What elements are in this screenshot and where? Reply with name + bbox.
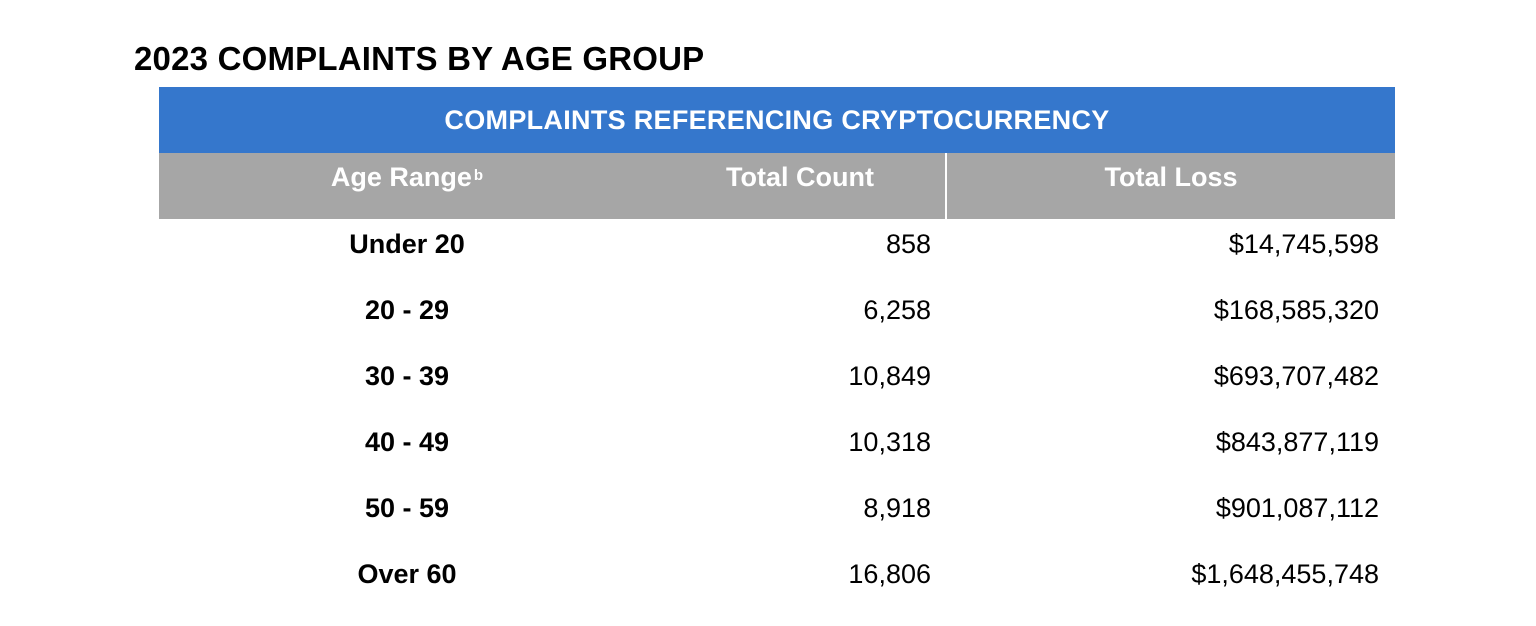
table-row: Under 20 858 $14,745,598 bbox=[159, 219, 1395, 285]
column-header-label: Total Count bbox=[726, 161, 874, 192]
age-range-cell: 50 - 59 bbox=[364, 493, 450, 523]
age-range-cell: 30 - 39 bbox=[364, 361, 450, 391]
complaints-table: COMPLAINTS REFERENCING CRYPTOCURRENCY Ag… bbox=[159, 87, 1395, 615]
table-row: 20 - 29 6,258 $168,585,320 bbox=[159, 285, 1395, 351]
total-loss-cell: $901,087,112 bbox=[1215, 493, 1379, 523]
total-loss-cell: $168,585,320 bbox=[1213, 295, 1379, 325]
column-header-label: Total Loss bbox=[1104, 161, 1238, 192]
total-count-cell: 10,849 bbox=[848, 361, 931, 391]
table-row: 30 - 39 10,849 $693,707,482 bbox=[159, 351, 1395, 417]
total-loss-cell: $693,707,482 bbox=[1213, 361, 1379, 391]
total-loss-cell: $1,648,455,748 bbox=[1191, 559, 1379, 589]
total-count-cell: 6,258 bbox=[863, 295, 931, 325]
total-loss-cell: $14,745,598 bbox=[1228, 229, 1379, 259]
column-header-total-count: Total Count bbox=[655, 153, 945, 219]
age-range-cell: Under 20 bbox=[349, 229, 465, 259]
age-range-cell: Over 60 bbox=[357, 559, 457, 589]
column-header-total-loss: Total Loss bbox=[945, 153, 1395, 219]
total-loss-cell: $843,877,119 bbox=[1215, 427, 1379, 457]
page-title: 2023 COMPLAINTS BY AGE GROUP bbox=[134, 40, 705, 77]
column-header-row: Age Range b Total Count Total Loss bbox=[159, 153, 1395, 219]
column-header-label: Age Range bbox=[330, 161, 472, 192]
total-count-cell: 10,318 bbox=[848, 427, 931, 457]
table-banner: COMPLAINTS REFERENCING CRYPTOCURRENCY bbox=[159, 87, 1395, 153]
table-row: 50 - 59 8,918 $901,087,112 bbox=[159, 483, 1395, 549]
table-row: Over 60 16,806 $1,648,455,748 bbox=[159, 549, 1395, 615]
total-count-cell: 858 bbox=[885, 229, 931, 259]
table-row: 40 - 49 10,318 $843,877,119 bbox=[159, 417, 1395, 483]
column-header-age-range: Age Range b bbox=[159, 153, 655, 219]
total-count-cell: 16,806 bbox=[848, 559, 931, 589]
footnote-marker: b bbox=[473, 166, 484, 184]
age-range-cell: 20 - 29 bbox=[364, 295, 450, 325]
age-range-cell: 40 - 49 bbox=[364, 427, 450, 457]
total-count-cell: 8,918 bbox=[863, 493, 931, 523]
